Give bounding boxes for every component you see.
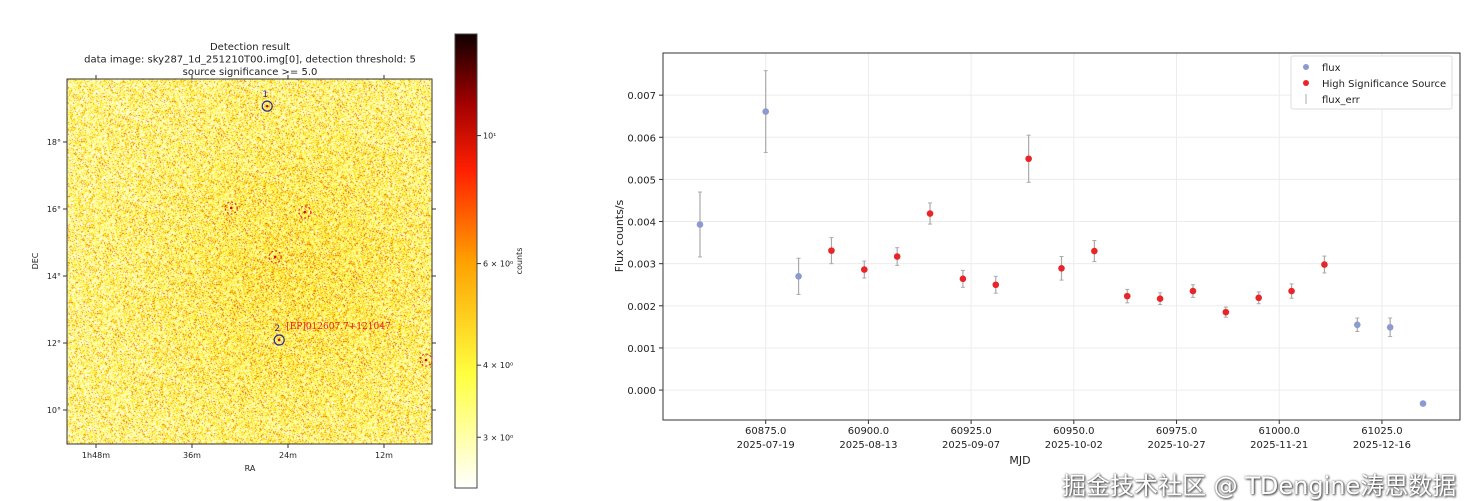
source-center	[265, 104, 269, 108]
y-tick-label: 0.005	[627, 175, 656, 186]
high-significance-point	[992, 281, 1000, 289]
x-tick-label: 60975.0	[1156, 426, 1197, 437]
high-significance-point	[1222, 308, 1230, 316]
x-tick-label: 60900.0	[848, 426, 889, 437]
y-tick-label: 0.006	[627, 133, 656, 144]
high-significance-point	[1123, 292, 1131, 300]
x-tick-date: 2025-08-13	[839, 440, 897, 451]
x-tick-date: 2025-10-27	[1147, 440, 1205, 451]
dec-axis-label: DEC	[31, 252, 40, 269]
x-tick-date: 2025-11-21	[1250, 440, 1308, 451]
colorbar-tick-label: 3 × 10⁰	[483, 433, 513, 442]
left-title-line: Detection result	[210, 42, 290, 53]
left-title-line: source significance >= 5.0	[183, 67, 318, 78]
y-tick-label: 0.001	[627, 344, 656, 355]
sky-image	[67, 79, 432, 444]
x-tick-label: 60875.0	[745, 426, 786, 437]
source-center	[303, 210, 307, 214]
flux-point	[696, 221, 704, 228]
flux-point	[762, 108, 770, 115]
x-tick-label: 60950.0	[1053, 426, 1094, 437]
right-axes-frame	[662, 52, 1461, 421]
source-center	[424, 358, 428, 362]
source-circle	[298, 205, 312, 219]
x-tick-label: 61000.0	[1259, 426, 1300, 437]
dec-tick-label: 12°	[47, 339, 61, 348]
left-axes-frame	[66, 78, 433, 445]
flux-point	[1386, 324, 1394, 331]
flux-point	[1419, 400, 1427, 407]
source-circle	[224, 201, 238, 215]
ra-tick-label: 36m	[183, 451, 201, 460]
colorbar-label: counts	[515, 248, 524, 275]
y-tick-label: 0.003	[627, 260, 656, 271]
high-significance-point	[1255, 294, 1262, 302]
source-circle	[419, 353, 433, 367]
source-circle	[261, 100, 273, 112]
high-significance-point	[1288, 287, 1295, 295]
y-tick-label: 0.004	[627, 218, 656, 229]
high-significance-point	[861, 266, 868, 273]
dec-tick-label: 18°	[47, 138, 61, 147]
x-tick-date: 2025-12-16	[1353, 440, 1411, 451]
left-title-line: data image: sky287_1d_251210T00.img[0], …	[84, 55, 416, 66]
source-center	[273, 255, 277, 259]
legend-box	[1290, 55, 1453, 110]
legend-label: flux_err	[1322, 95, 1361, 106]
y-tick-label: 0.007	[627, 91, 656, 102]
source-circle	[268, 250, 282, 264]
legend-label: flux	[1322, 63, 1341, 74]
x-tick-label: 60925.0	[950, 426, 991, 437]
high-significance-point	[893, 253, 901, 260]
dec-tick-label: 10°	[47, 406, 61, 415]
source-label: 1	[262, 90, 268, 100]
high-significance-point	[1058, 265, 1065, 272]
colorbar-tick-label: 6 × 10⁰	[483, 260, 513, 269]
high-significance-point	[1189, 287, 1197, 295]
high-significance-point	[1156, 295, 1164, 302]
dec-tick-label: 14°	[47, 272, 61, 281]
source-circle	[273, 334, 285, 346]
high-significance-point	[959, 275, 967, 283]
source-center	[277, 338, 281, 342]
ra-tick-label: 24m	[279, 451, 297, 460]
x-tick-date: 2025-07-19	[737, 440, 795, 451]
high-significance-point	[1321, 261, 1328, 268]
colorbar	[454, 33, 478, 489]
colorbar-tick-label: 4 × 10⁰	[483, 361, 513, 370]
x-tick-date: 2025-09-07	[942, 440, 1000, 451]
dec-tick-label: 16°	[47, 205, 61, 214]
high-significance-point	[1025, 155, 1032, 163]
ra-tick-label: 1h48m	[82, 451, 110, 460]
flux-point	[1353, 321, 1361, 329]
source-center	[229, 206, 233, 210]
ra-axis-label: RA	[245, 464, 256, 473]
high-significance-point	[828, 247, 835, 254]
flux-point	[795, 273, 802, 280]
legend-marker	[1303, 64, 1309, 70]
ra-tick-label: 12m	[375, 451, 393, 460]
legend-label: High Significance Source	[1322, 79, 1446, 90]
watermark: 掘金技术社区 @ TDengine涛思数据	[1062, 472, 1457, 500]
y-axis-label: Flux counts/s	[613, 199, 626, 272]
high-significance-point	[926, 210, 934, 217]
legend: flux High Significance Source flux_err	[1290, 55, 1453, 110]
source-name: [EP]012607.7+121047	[286, 322, 391, 332]
x-axis-label: MJD	[1009, 454, 1030, 467]
x-tick-date: 2025-10-02	[1045, 440, 1103, 451]
colorbar-tick-label: 10¹	[483, 132, 496, 141]
y-tick-label: 0.000	[627, 386, 656, 397]
source-label: 2	[274, 324, 280, 334]
legend-marker	[1303, 80, 1309, 86]
y-tick-label: 0.002	[627, 302, 656, 313]
high-significance-point	[1091, 247, 1098, 255]
x-tick-label: 61025.0	[1361, 426, 1402, 437]
